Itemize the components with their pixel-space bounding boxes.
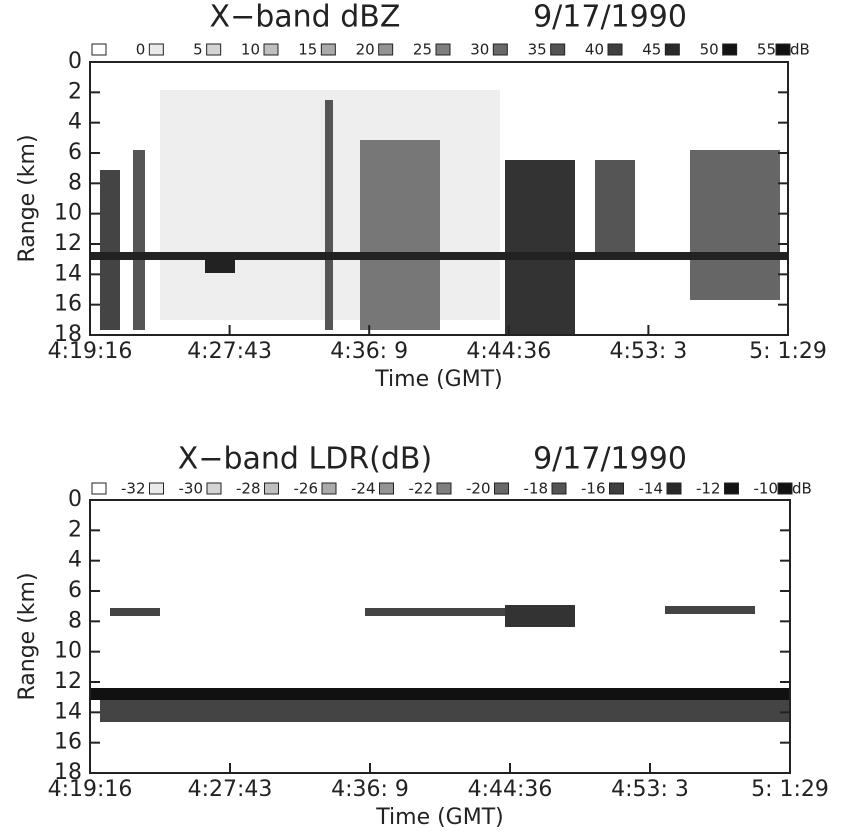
- legend-swatch: [263, 43, 279, 56]
- x-tick-label: 4:36: 9: [330, 339, 408, 364]
- y-axis-label: Range (km): [15, 134, 40, 262]
- legend-swatch: [551, 482, 567, 495]
- legend-swatch: [666, 482, 682, 495]
- x-tick-label: 4:19:16: [48, 339, 133, 364]
- legend-swatch: [664, 43, 680, 56]
- x-axis-label: Time (GMT): [375, 805, 503, 830]
- legend-label: -14: [639, 480, 664, 498]
- y-tick-label: 6: [68, 578, 82, 603]
- chart-date: 9/17/1990: [533, 442, 687, 477]
- x-tick-label: 5: 1:29: [749, 339, 827, 364]
- x-tick-label: 4:44:36: [468, 777, 553, 802]
- echoes-top: [90, 90, 788, 335]
- legend-label: -30: [179, 480, 204, 498]
- legend-swatch: [320, 43, 336, 56]
- legend-label: -24: [351, 480, 376, 498]
- legend-label: 50: [700, 41, 719, 59]
- legend-swatch: [435, 43, 451, 56]
- x-tick-label: 5: 1:29: [751, 777, 829, 802]
- legend-label: 5: [193, 41, 203, 59]
- legend-label: -16: [581, 480, 606, 498]
- y-tick-label: 4: [68, 548, 82, 573]
- y-tick-label: 8: [68, 608, 82, 633]
- legend-label: 25: [413, 41, 432, 59]
- legend-label: 20: [356, 41, 375, 59]
- legend-swatch: [494, 482, 509, 495]
- legend-unit: dB: [792, 480, 812, 498]
- legend-swatch: [775, 43, 791, 56]
- legend-swatch: [91, 43, 107, 56]
- legend-label: -26: [294, 480, 319, 498]
- legend-swatch: [379, 482, 394, 495]
- y-tick-label: 16: [54, 730, 82, 755]
- legend-swatch: [609, 482, 624, 495]
- legend-swatch: [148, 43, 164, 56]
- x-tick-label: 4:44:36: [466, 339, 551, 364]
- chart-title: X−band LDR(dB): [178, 442, 432, 477]
- legend-swatch: [722, 43, 738, 56]
- y-tick-label: 6: [68, 140, 82, 165]
- chart-title: X−band dBZ: [210, 0, 401, 35]
- plot-frame: [89, 61, 789, 336]
- legend-swatch: [321, 482, 337, 495]
- y-tick-label: 18: [54, 322, 82, 347]
- x-axis-label: Time (GMT): [374, 367, 502, 392]
- x-tick-label: 4:36: 9: [331, 777, 409, 802]
- y-tick-label: 12: [54, 669, 82, 694]
- legend-label: 0: [136, 41, 146, 59]
- legend-label: 45: [642, 41, 661, 59]
- legend-label: 40: [585, 41, 604, 59]
- legend-label: 35: [528, 41, 547, 59]
- x-tick-label: 4:53: 3: [609, 339, 687, 364]
- legend-label: -28: [236, 480, 261, 498]
- y-axis-label: Range (km): [15, 572, 40, 700]
- legend-label: -20: [466, 480, 491, 498]
- chart-date: 9/17/1990: [533, 0, 687, 35]
- legend-label: -12: [696, 480, 721, 498]
- legend-swatch: [206, 482, 222, 495]
- legend-label: -22: [409, 480, 434, 498]
- legend-swatch: [607, 43, 623, 56]
- y-tick-label: 0: [68, 487, 82, 512]
- legend-label: 15: [298, 41, 317, 59]
- y-tick-label: 4: [68, 110, 82, 135]
- legend-swatch: [91, 482, 107, 495]
- legend-swatch: [149, 482, 164, 495]
- legend-label: 30: [470, 41, 489, 59]
- legend-label: 55: [757, 41, 776, 59]
- y-tick-label: 2: [68, 517, 82, 542]
- legend-label: -32: [121, 480, 146, 498]
- legend-swatch: [206, 43, 222, 56]
- legend-swatch: [264, 482, 279, 495]
- x-tick-label: 4:27:43: [187, 339, 272, 364]
- legend-swatch: [492, 43, 508, 56]
- y-tick-label: 2: [68, 79, 82, 104]
- legend-label: -18: [524, 480, 549, 498]
- y-tick-label: 10: [54, 201, 82, 226]
- x-tick-label: 4:27:43: [188, 777, 273, 802]
- y-tick-label: 16: [54, 292, 82, 317]
- legend-label: -10: [754, 480, 779, 498]
- y-tick-label: 0: [68, 49, 82, 74]
- legend-swatch: [436, 482, 452, 495]
- y-tick-label: 14: [54, 261, 82, 286]
- legend-swatch: [378, 43, 394, 56]
- legend-swatch: [777, 482, 793, 495]
- echoes-bottom: [90, 605, 790, 722]
- plot-frame: [89, 499, 791, 774]
- legend-swatch: [724, 482, 739, 495]
- y-tick-label: 18: [54, 760, 82, 785]
- legend-label: 10: [241, 41, 260, 59]
- legend-swatch: [550, 43, 566, 56]
- y-tick-label: 8: [68, 170, 82, 195]
- legend-unit: dB: [790, 41, 810, 59]
- y-tick-label: 14: [54, 699, 82, 724]
- y-tick-label: 12: [54, 231, 82, 256]
- x-tick-label: 4:53: 3: [611, 777, 689, 802]
- y-tick-label: 10: [54, 639, 82, 664]
- x-tick-label: 4:19:16: [48, 777, 133, 802]
